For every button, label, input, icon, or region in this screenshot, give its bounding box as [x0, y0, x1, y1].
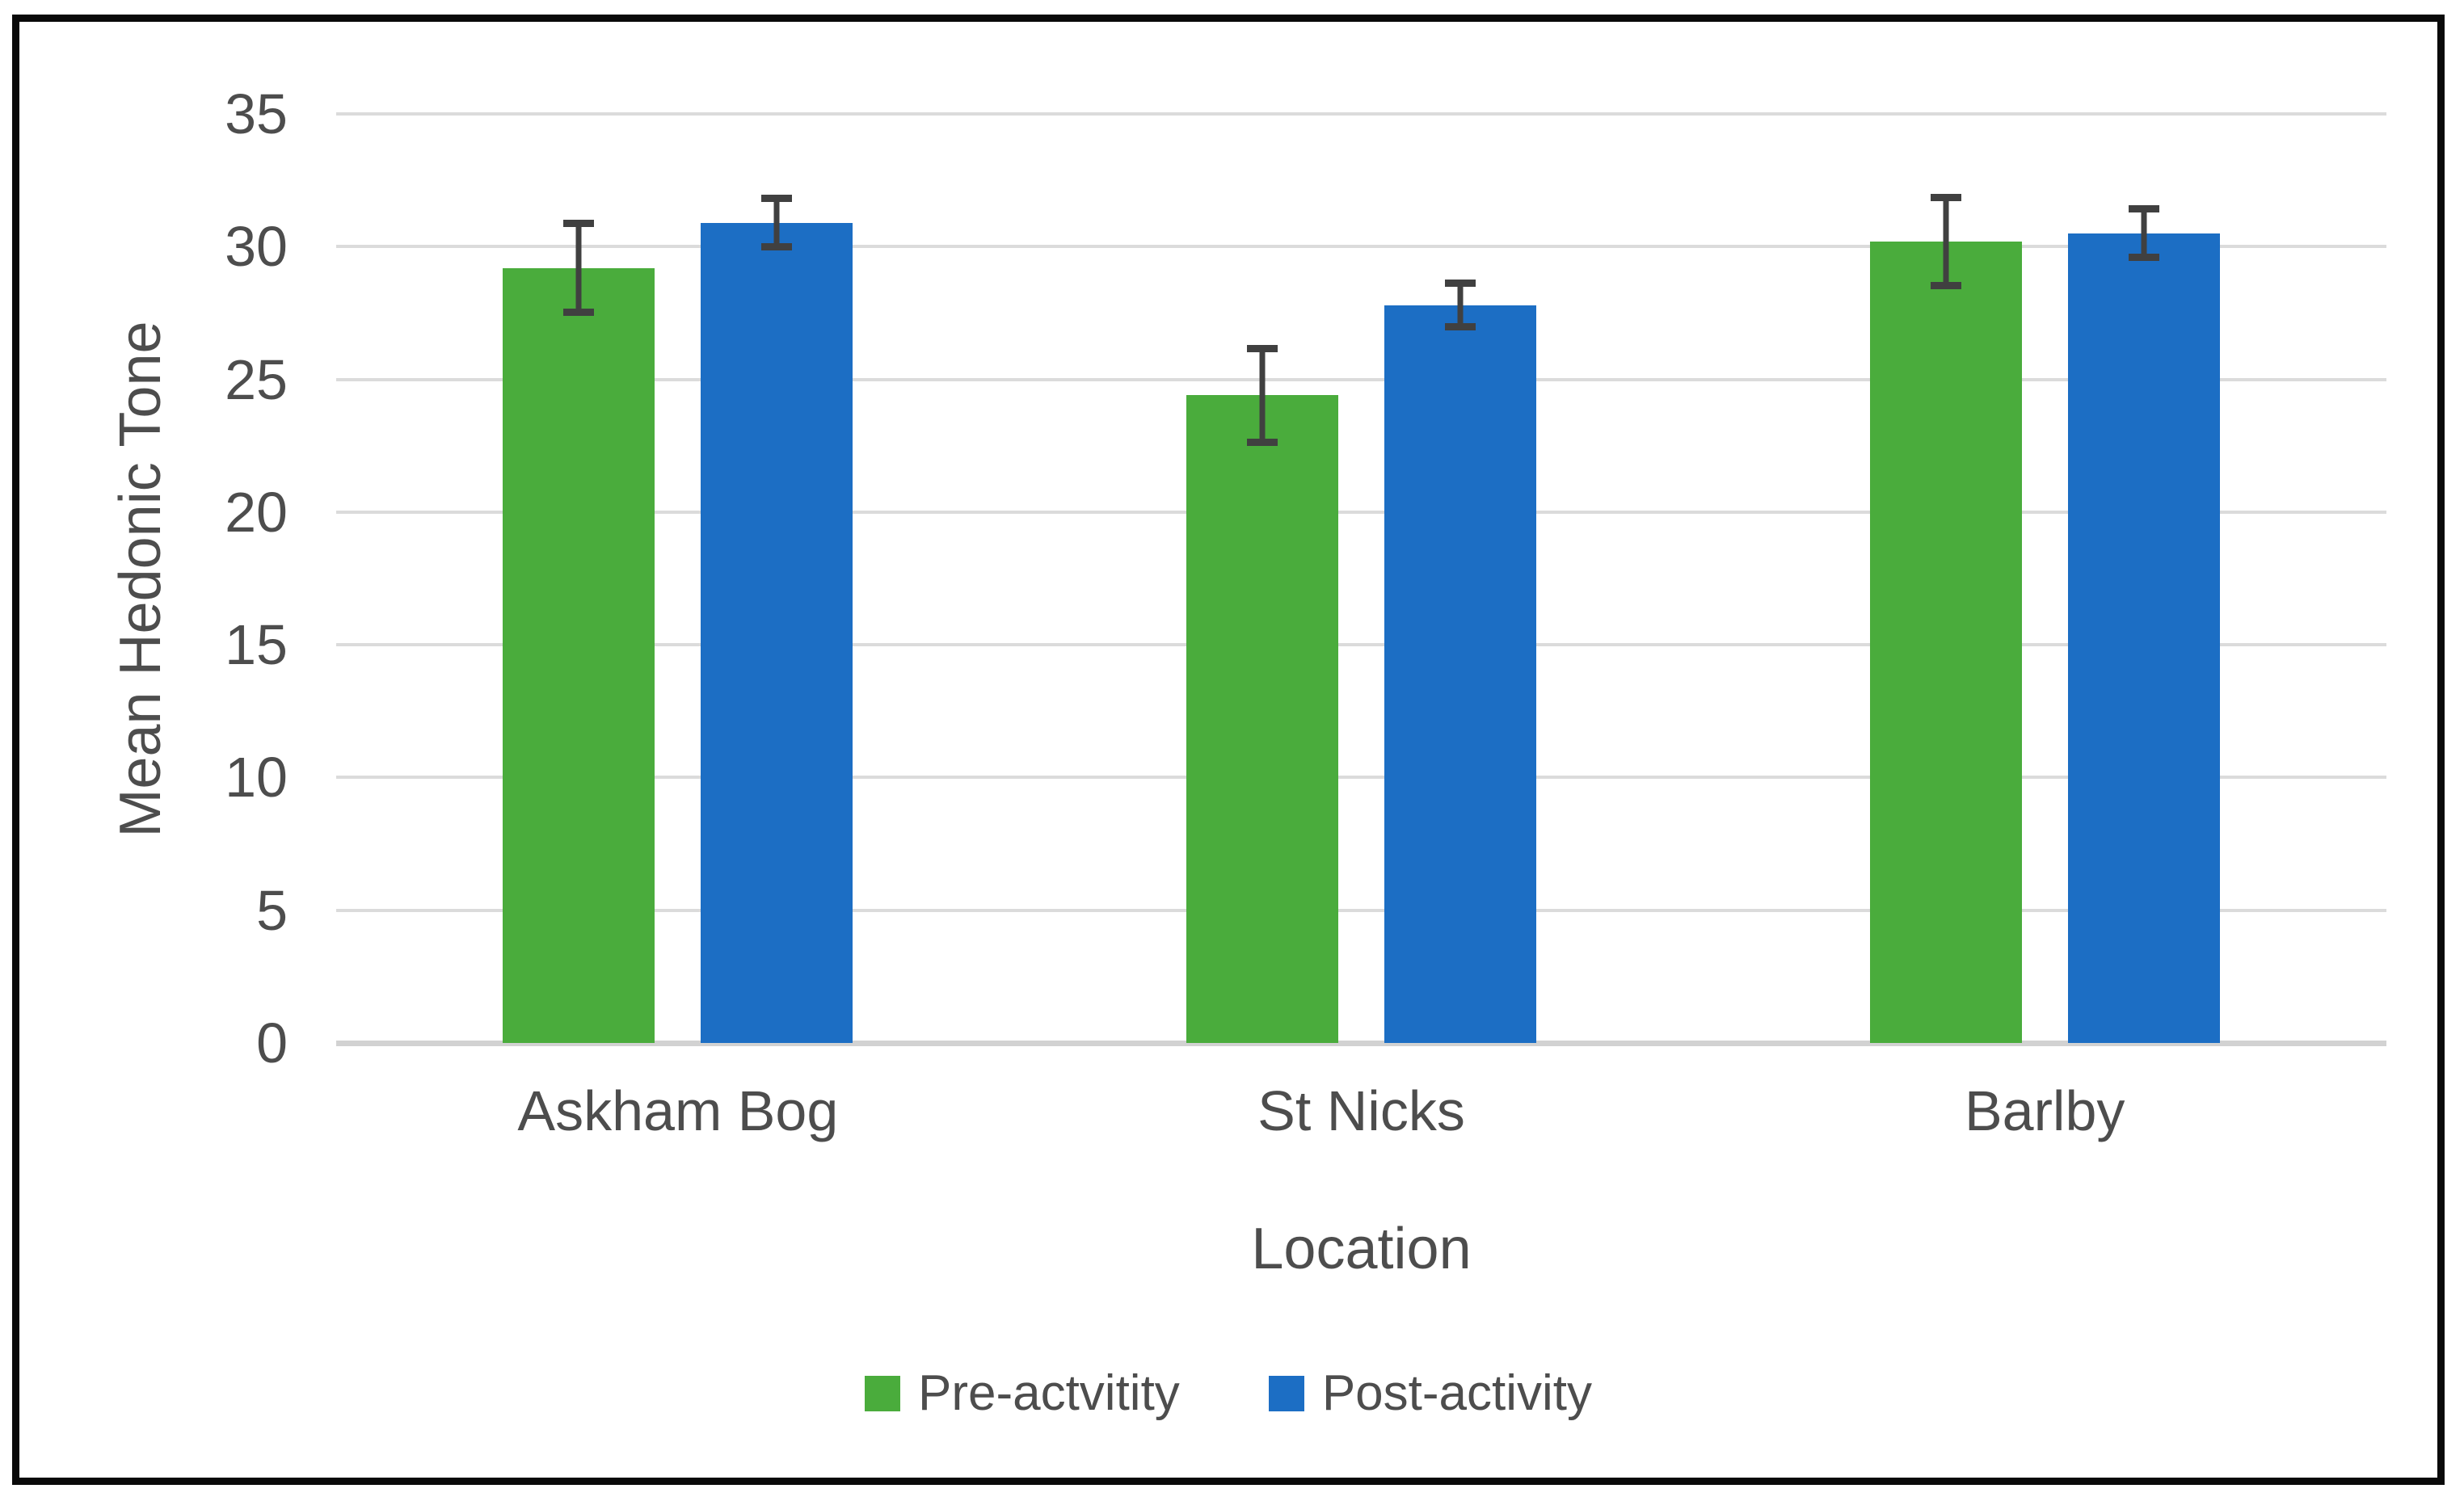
y-tick-label: 30 [225, 215, 288, 279]
bar-series-area [336, 114, 2386, 1043]
error-bar-cap [1930, 193, 1961, 201]
bar-pre [1186, 395, 1338, 1043]
error-bar-cap [563, 220, 595, 228]
y-tick-label: 5 [256, 878, 288, 942]
error-bar [1445, 280, 1476, 330]
error-bar-cap [761, 195, 793, 203]
bar-post [701, 222, 853, 1043]
y-tick-label: 10 [225, 746, 288, 809]
y-axis-tick-labels: 0 5 10 15 20 25 30 35 [19, 82, 288, 1074]
error-bar-cap [1445, 280, 1476, 288]
legend-swatch [864, 1375, 900, 1411]
error-bar [563, 220, 595, 316]
error-bar-whisker [1259, 344, 1266, 446]
error-bar [1930, 193, 1961, 289]
y-axis-title: Mean Hedonic Tone [108, 321, 173, 838]
y-tick-label: 25 [225, 347, 288, 411]
gridline [336, 908, 2386, 912]
y-tick-label: 20 [225, 480, 288, 544]
category-slot [336, 114, 1020, 1043]
x-axis-line [336, 1041, 2386, 1046]
bar-pre [503, 267, 655, 1043]
error-bar [2128, 205, 2159, 262]
error-bar-whisker [1457, 280, 1464, 330]
gridline [336, 643, 2386, 647]
error-bar-cap [1247, 438, 1278, 446]
category-label: St Nicks [1257, 1079, 1465, 1142]
legend-entry: Pre-actvitity [864, 1365, 1180, 1422]
error-bar-cap [1930, 281, 1961, 289]
error-bar-whisker [2141, 205, 2147, 262]
category-label: Barlby [1964, 1079, 2125, 1142]
error-bar-cap [2128, 205, 2159, 213]
gridline [336, 112, 2386, 116]
error-bar-cap [1445, 322, 1476, 330]
category-slot [1703, 114, 2386, 1043]
error-bar-whisker [773, 195, 780, 251]
legend-entry: Post-activity [1268, 1365, 1593, 1422]
legend-label: Post-activity [1321, 1365, 1593, 1421]
gridline [336, 245, 2386, 249]
category-slot [1020, 114, 1704, 1043]
error-bar-whisker [1943, 193, 1949, 289]
gridline [336, 776, 2386, 780]
error-bar-cap [1247, 344, 1278, 352]
y-tick-label: 35 [225, 82, 288, 145]
legend-label: Pre-actvitity [917, 1365, 1180, 1421]
bar-pre [1869, 241, 2022, 1043]
x-axis-category-labels: Askham Bog St Nicks Barlby [336, 1079, 2386, 1143]
plot-area [336, 112, 2386, 1046]
legend: Pre-actvitity Post-activity [19, 1365, 2437, 1422]
category-label: Askham Bog [517, 1079, 839, 1142]
error-bar-cap [563, 308, 595, 316]
error-bar-cap [761, 243, 793, 251]
y-tick-label: 0 [256, 1011, 288, 1074]
chart-frame: 0 5 10 15 20 25 30 35 Askham Bog St Nicks Barlby … [12, 15, 2445, 1485]
y-tick-label: 15 [225, 613, 288, 677]
gridline [336, 377, 2386, 381]
gridline [336, 510, 2386, 514]
error-bar-whisker [575, 220, 582, 316]
x-axis-title: Location [1251, 1217, 1472, 1281]
legend-swatch [1268, 1375, 1304, 1411]
error-bar [761, 195, 793, 251]
bar-post [2067, 233, 2220, 1043]
error-bar [1247, 344, 1278, 446]
bar-post [1384, 305, 1536, 1043]
error-bar-cap [2128, 254, 2159, 262]
